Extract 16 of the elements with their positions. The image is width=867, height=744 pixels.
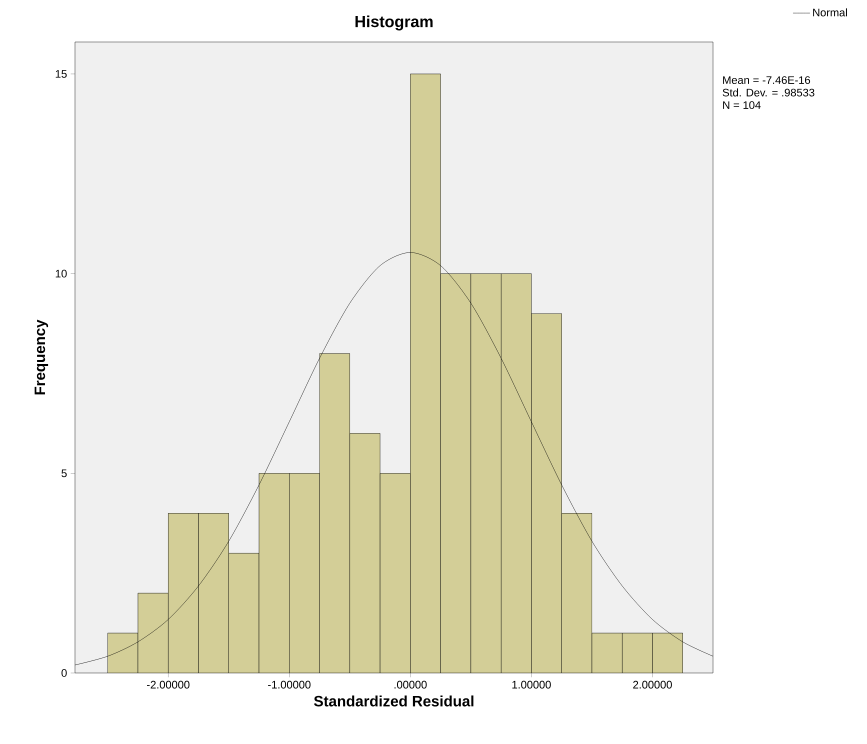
text: Std. Dev. = .98533: [722, 88, 814, 96]
x-tick-label: .00000: [394, 680, 427, 689]
x-tick-label: -1.00000: [268, 680, 311, 689]
text: N = 104: [723, 101, 761, 109]
text: Mean = -7.46E-16: [723, 76, 810, 84]
x-axis-title: Standardized Residual: [314, 695, 474, 706]
x-tick-label: 2.00000: [633, 680, 672, 689]
y-tick-label: 5: [62, 469, 67, 478]
y-axis-title: Frequency: [34, 320, 48, 394]
chart-title: Histogram: [356, 15, 433, 30]
y-tick-label: 10: [56, 270, 67, 278]
legend-label: Normal: [813, 8, 847, 16]
x-tick-label: -2.00000: [146, 680, 190, 689]
y-tick-label: 0: [62, 669, 67, 677]
y-tick-label: 15: [56, 70, 67, 78]
x-tick-label: 1.00000: [512, 680, 551, 689]
